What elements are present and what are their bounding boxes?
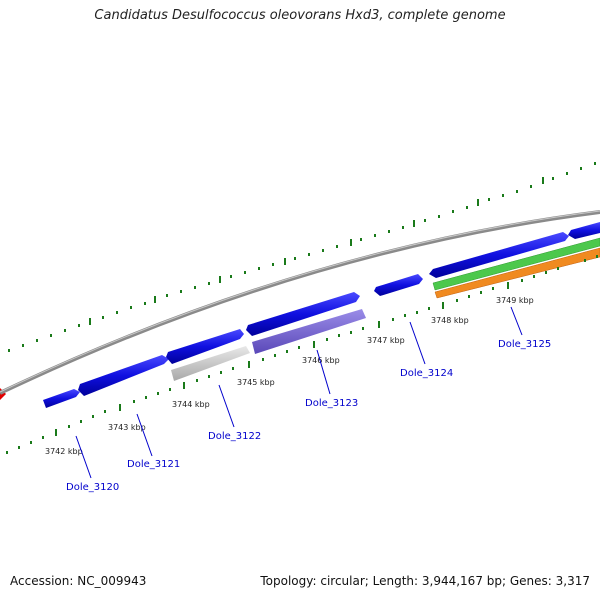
accession-text: Accession: NC_009943 [10,574,147,588]
outer-tick-track [8,162,596,352]
cds-arrow [374,274,423,296]
tick-label-3743: 3743 kbp [108,423,146,432]
scale-labels: 3742 kbp 3743 kbp 3744 kbp 3745 kbp 3746… [45,296,534,456]
tick-label-3745: 3745 kbp [237,378,275,387]
tick-label-3749: 3749 kbp [496,296,534,305]
outer-minor-ticks [8,162,596,352]
green-track [432,237,600,291]
tick-label-3747: 3747 kbp [367,336,405,345]
cds-arrow [78,355,169,396]
topology-text: Topology: circular; Length: 3,944,167 bp… [260,574,590,588]
cds-arrow [568,222,600,239]
inner-major-ticks [55,282,509,436]
genome-title: Candidatus Desulfococcus oleovorans Hxd3… [94,8,506,23]
reverse-feature-track [171,237,600,381]
cds-arrow [429,232,569,278]
gene-label-dole-3125[interactable]: Dole_3125 [498,339,551,350]
feature-gray [171,346,250,381]
gene-label-dole-3121[interactable]: Dole_3121 [127,459,180,470]
cds-arrow [43,389,80,408]
outer-major-ticks [89,177,544,325]
genome-backbone [0,210,600,395]
inner-tick-track [6,255,598,454]
gene-labels: Dole_3120 Dole_3121 Dole_3122 Dole_3123 … [66,339,551,493]
orange-track [434,247,600,299]
gene-label-dole-3124[interactable]: Dole_3124 [400,368,453,379]
forward-cds-track [43,222,600,408]
tick-label-3744: 3744 kbp [172,400,210,409]
gene-label-dole-3120[interactable]: Dole_3120 [66,482,119,493]
tick-label-3746: 3746 kbp [302,356,340,365]
gene-label-dole-3122[interactable]: Dole_3122 [208,431,261,442]
cds-arrow [246,292,360,336]
gene-leader-lines [75,306,523,479]
feature-purple [252,309,366,354]
tick-label-3748: 3748 kbp [431,316,469,325]
gene-label-dole-3123[interactable]: Dole_3123 [305,398,358,409]
cds-arrow [166,329,244,364]
inner-minor-ticks [6,255,598,454]
tick-label-3742: 3742 kbp [45,447,83,456]
